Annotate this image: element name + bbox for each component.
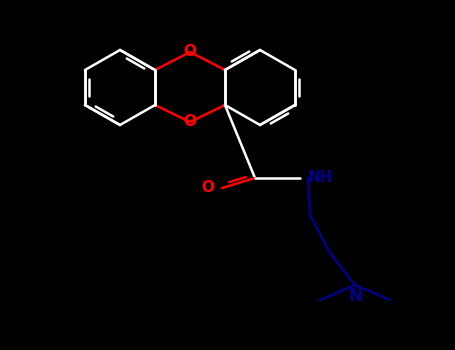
Text: O: O	[201, 181, 214, 196]
Text: NH: NH	[308, 170, 334, 186]
Text: N: N	[348, 287, 362, 305]
Text: O: O	[183, 44, 197, 60]
Text: O: O	[183, 114, 197, 130]
